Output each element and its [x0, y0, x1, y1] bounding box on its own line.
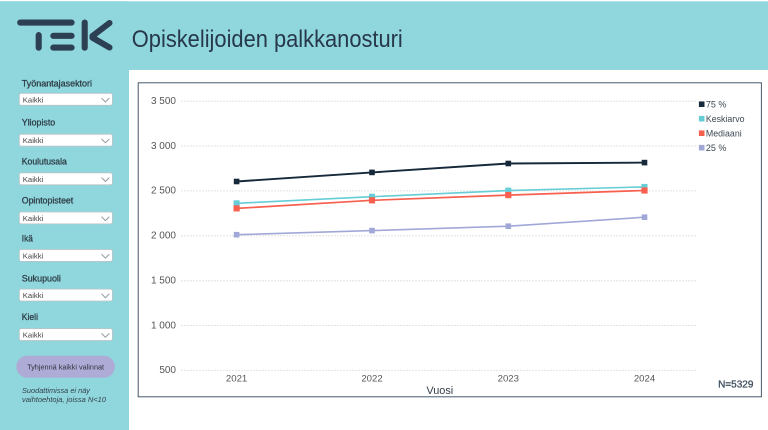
- svg-text:75 %: 75 %: [706, 100, 727, 110]
- svg-text:Kaikki: Kaikki: [23, 136, 44, 145]
- svg-text:500: 500: [159, 365, 176, 376]
- svg-text:1 500: 1 500: [151, 276, 176, 287]
- svg-text:Kaikki: Kaikki: [23, 214, 44, 223]
- svg-text:Opiskelijoiden palkkanosturi: Opiskelijoiden palkkanosturi: [132, 26, 403, 53]
- svg-text:Kaikki: Kaikki: [23, 331, 44, 340]
- svg-text:2021: 2021: [226, 374, 247, 385]
- svg-text:2 000: 2 000: [151, 231, 176, 242]
- svg-text:25 %: 25 %: [706, 143, 727, 153]
- svg-text:2023: 2023: [498, 374, 519, 385]
- svg-text:Kaikki: Kaikki: [23, 95, 44, 104]
- svg-text:Kaikki: Kaikki: [23, 251, 44, 260]
- svg-text:Ikä: Ikä: [22, 233, 33, 243]
- svg-text:Keskiarvo: Keskiarvo: [706, 114, 745, 124]
- svg-text:2022: 2022: [361, 374, 382, 385]
- svg-text:Tyhjennä kaikki valinnat: Tyhjennä kaikki valinnat: [27, 364, 104, 371]
- svg-text:Yliopisto: Yliopisto: [22, 117, 55, 127]
- svg-text:2024: 2024: [634, 374, 656, 385]
- svg-text:Kieli: Kieli: [22, 312, 38, 322]
- svg-text:N=5329: N=5329: [718, 379, 754, 390]
- svg-text:3 000: 3 000: [151, 141, 176, 152]
- svg-text:Opintopisteet: Opintopisteet: [22, 196, 74, 206]
- svg-text:Koulutusala: Koulutusala: [22, 156, 67, 166]
- svg-text:1 000: 1 000: [151, 320, 176, 331]
- svg-text:vaihtoehtoja, joissa N<10: vaihtoehtoja, joissa N<10: [22, 397, 106, 404]
- svg-text:Työnantajasektori: Työnantajasektori: [22, 79, 92, 89]
- svg-text:2 500: 2 500: [151, 186, 176, 197]
- svg-text:Mediaani: Mediaani: [706, 129, 742, 139]
- svg-text:3 500: 3 500: [151, 96, 176, 107]
- svg-text:Vuosi: Vuosi: [426, 385, 453, 397]
- svg-text:Kaikki: Kaikki: [23, 175, 44, 184]
- svg-text:Suodattimissa ei näy: Suodattimissa ei näy: [22, 388, 91, 395]
- svg-text:Kaikki: Kaikki: [23, 291, 44, 300]
- svg-text:Sukupuoli: Sukupuoli: [22, 273, 61, 283]
